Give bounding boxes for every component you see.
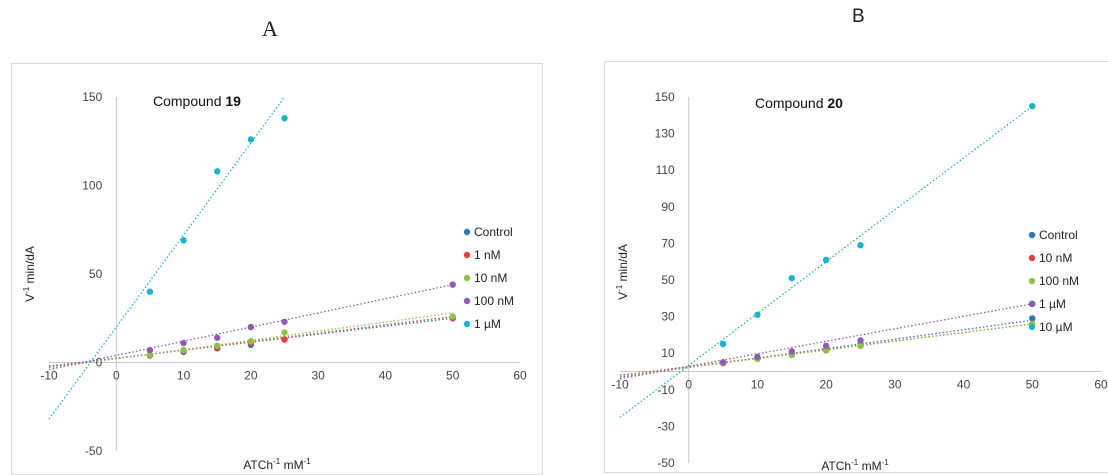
legend-marker	[463, 320, 471, 328]
data-point	[719, 359, 727, 366]
data-point	[180, 346, 187, 354]
data-point	[1029, 102, 1036, 110]
data-point	[754, 353, 761, 361]
chart-b-svg: -10 0 10 20 30 40 50 60 -50 -30 -10 10 30 50 70 90 110 13…	[611, 90, 1108, 472]
legend-label: Control	[1039, 228, 1078, 242]
legend-label: 10 nM	[1039, 251, 1072, 265]
chart-a-svg: -10 0 10 20 30 40 50 60 -50 0 50 100 150 Compound 19 C…	[22, 90, 527, 472]
x-tick-label: 60	[1094, 378, 1108, 392]
legend-label: 10 nM	[474, 271, 507, 285]
data-point	[822, 347, 830, 354]
data-point	[146, 346, 154, 354]
legend-label: 10 µM	[1039, 320, 1073, 334]
x-tick-label: 20	[244, 369, 258, 383]
chart-panel-b: -10 0 10 20 30 40 50 60 -50 -30 -10 10 30 50 70 90 110 13…	[604, 61, 1108, 473]
data-point	[146, 351, 154, 358]
y-tick-label: 150	[655, 90, 675, 104]
data-point	[281, 115, 288, 122]
data-point	[247, 338, 255, 345]
x-tick-label: -10	[611, 378, 629, 392]
legend-label: 100 nM	[474, 294, 514, 308]
legend-marker	[1028, 231, 1036, 239]
legend-marker	[1028, 323, 1036, 331]
data-point	[857, 242, 864, 249]
data-point	[281, 318, 288, 325]
data-point	[754, 311, 761, 318]
data-point	[857, 337, 864, 344]
y-tick-label: 70	[661, 236, 675, 250]
x-tick-label: 40	[957, 378, 971, 392]
x-tick-label: 30	[888, 378, 902, 392]
data-point	[822, 256, 830, 264]
x-axis-title: ATCh-1 mM-1	[821, 458, 889, 472]
y-tick-label: 90	[661, 200, 675, 214]
y-axis-title: V-1 min/dA	[615, 244, 630, 300]
y-tick-label: 0	[96, 356, 103, 370]
data-point	[180, 339, 187, 347]
y-tick-label: 30	[661, 310, 675, 324]
y-tick-label: -30	[657, 419, 675, 433]
legend-label: 1 µM	[474, 317, 501, 331]
y-tick-label: 130	[655, 127, 675, 141]
data-point	[449, 313, 456, 320]
legend-marker	[463, 274, 471, 282]
data-point	[822, 342, 830, 350]
legend-label: 100 nM	[1039, 274, 1079, 288]
data-point	[214, 342, 221, 349]
data-point	[281, 329, 288, 336]
x-tick-label: 0	[685, 378, 692, 392]
y-tick-label: 50	[89, 267, 103, 281]
y-axis-title: V-1 min/dA	[22, 246, 37, 302]
data-point	[247, 323, 255, 331]
data-point	[180, 237, 187, 244]
legend-marker	[463, 251, 471, 259]
x-tick-label: 30	[311, 369, 325, 383]
data-point	[788, 274, 795, 282]
legend-label: Control	[474, 225, 513, 239]
data-point	[788, 348, 795, 355]
x-tick-label: -10	[40, 369, 58, 383]
data-point	[214, 334, 221, 341]
data-point	[247, 136, 255, 143]
legend-marker	[463, 297, 471, 305]
chart-panel-a: -10 0 10 20 30 40 50 60 -50 0 50 100 150 Compound 19 C…	[11, 63, 543, 475]
x-tick-label: 20	[819, 378, 833, 392]
data-point	[449, 281, 456, 288]
legend-marker	[1028, 300, 1036, 308]
trendline	[619, 105, 1033, 418]
y-tick-label: -50	[85, 444, 103, 458]
legend-label: 1 nM	[474, 248, 501, 262]
trendline	[619, 303, 1033, 380]
y-tick-label: 10	[661, 346, 675, 360]
x-tick-label: 0	[113, 369, 120, 383]
x-tick-label: 10	[751, 378, 765, 392]
data-point	[1029, 315, 1036, 322]
legend-marker	[1028, 254, 1036, 262]
data-point	[146, 288, 154, 295]
y-tick-label: 150	[82, 90, 102, 104]
data-point	[719, 340, 727, 348]
legend-marker	[463, 228, 471, 236]
x-tick-label: 10	[177, 369, 191, 383]
panel-a-letter: A	[262, 16, 278, 41]
x-tick-label: 50	[446, 369, 460, 383]
compound-label: Compound 20	[755, 95, 843, 111]
y-tick-label: 50	[661, 273, 675, 287]
y-tick-label: 110	[656, 163, 675, 177]
compound-label: Compound 19	[153, 93, 241, 109]
legend-marker	[1028, 277, 1036, 285]
legend-label: 1 µM	[1039, 297, 1066, 311]
x-axis-title: ATCh-1 mM-1	[243, 457, 311, 472]
x-tick-label: 60	[513, 369, 527, 383]
x-tick-label: 40	[379, 369, 393, 383]
x-tick-label: 50	[1026, 378, 1040, 392]
data-point	[214, 168, 221, 175]
panel-b-letter: B	[852, 6, 865, 27]
data-point	[857, 342, 864, 350]
data-point	[281, 336, 288, 343]
y-tick-label: -50	[657, 456, 675, 470]
y-tick-label: 100	[82, 179, 102, 193]
y-tick-label: -10	[657, 383, 675, 397]
